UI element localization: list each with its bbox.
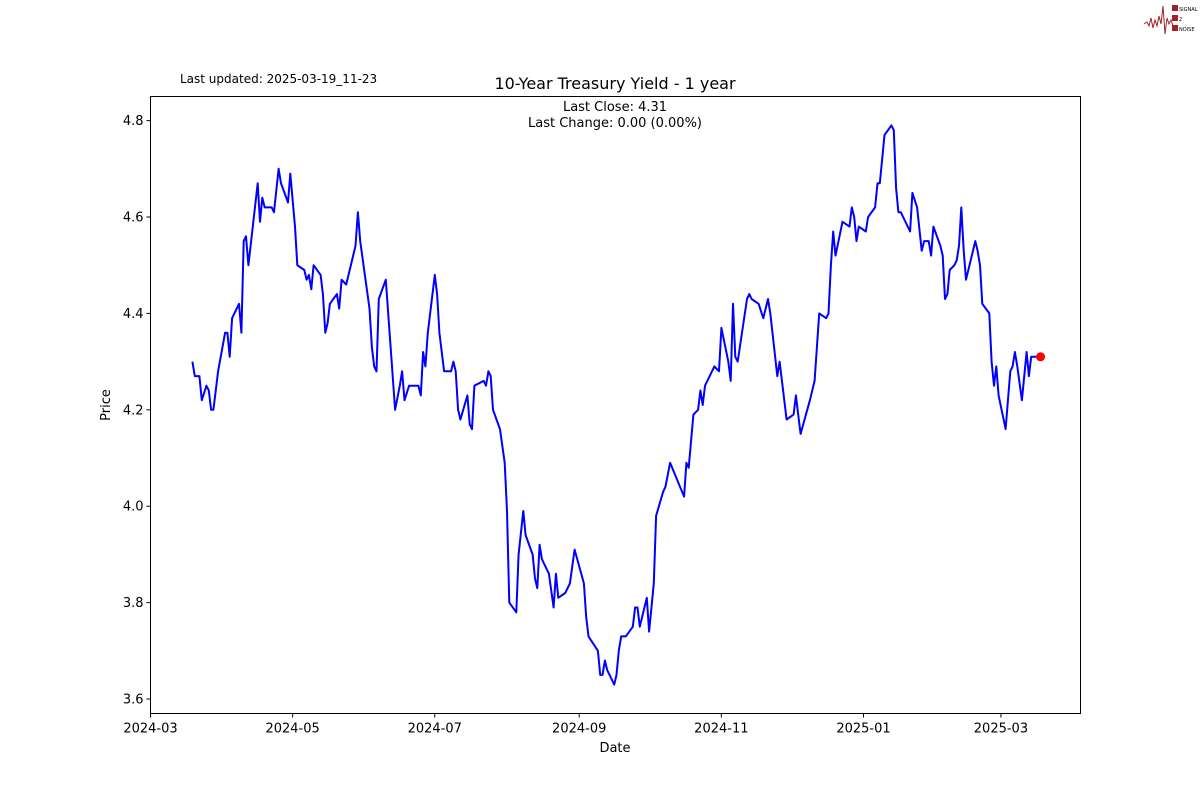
yield-line (191, 124, 1041, 686)
logo-text-1: SIGNAL (1179, 7, 1198, 13)
x-tick-label: 2024-11 (694, 722, 748, 737)
last-close-marker (1036, 352, 1046, 362)
plot-area (150, 96, 1081, 714)
y-tick-label: 4.0 (123, 500, 144, 515)
last-updated-label: Last updated: 2025-03-19_11-23 (180, 72, 377, 86)
x-axis: 2024-03 2024-05 2024-07 2024-09 2024-11 2025-… (123, 713, 1028, 737)
x-tick-label: 2025-01 (836, 722, 890, 737)
y-tick-label: 4.8 (123, 114, 144, 129)
chart-title: 10-Year Treasury Yield - 1 year (494, 74, 736, 93)
y-tick-label: 3.8 (123, 596, 144, 611)
x-tick-label: 2024-09 (552, 722, 606, 737)
y-tick-label: 4.2 (123, 403, 144, 418)
x-tick-label: 2025-03 (974, 722, 1028, 737)
last-change-annotation: Last Change: 0.00 (0.00%) (528, 116, 702, 131)
logo: SIGNAL 2 NOISE (1143, 5, 1198, 35)
y-tick-label: 3.6 (123, 693, 144, 708)
logo-waveform-icon (1143, 5, 1174, 35)
y-axis: 3.6 3.8 4.0 4.2 4.4 4.6 4.8 (123, 114, 151, 708)
x-axis-label: Date (599, 741, 630, 756)
x-tick-label: 2024-03 (123, 722, 177, 737)
last-close-annotation: Last Close: 4.31 (563, 100, 667, 115)
x-tick-label: 2024-07 (408, 722, 462, 737)
y-tick-label: 4.4 (123, 307, 144, 322)
y-tick-label: 4.6 (123, 211, 144, 226)
logo-text-2: 2 (1179, 17, 1182, 23)
logo-text-3: NOISE (1179, 27, 1194, 33)
x-tick-label: 2024-05 (265, 722, 319, 737)
y-axis-label: Price (99, 389, 114, 421)
series-group (191, 124, 1046, 686)
